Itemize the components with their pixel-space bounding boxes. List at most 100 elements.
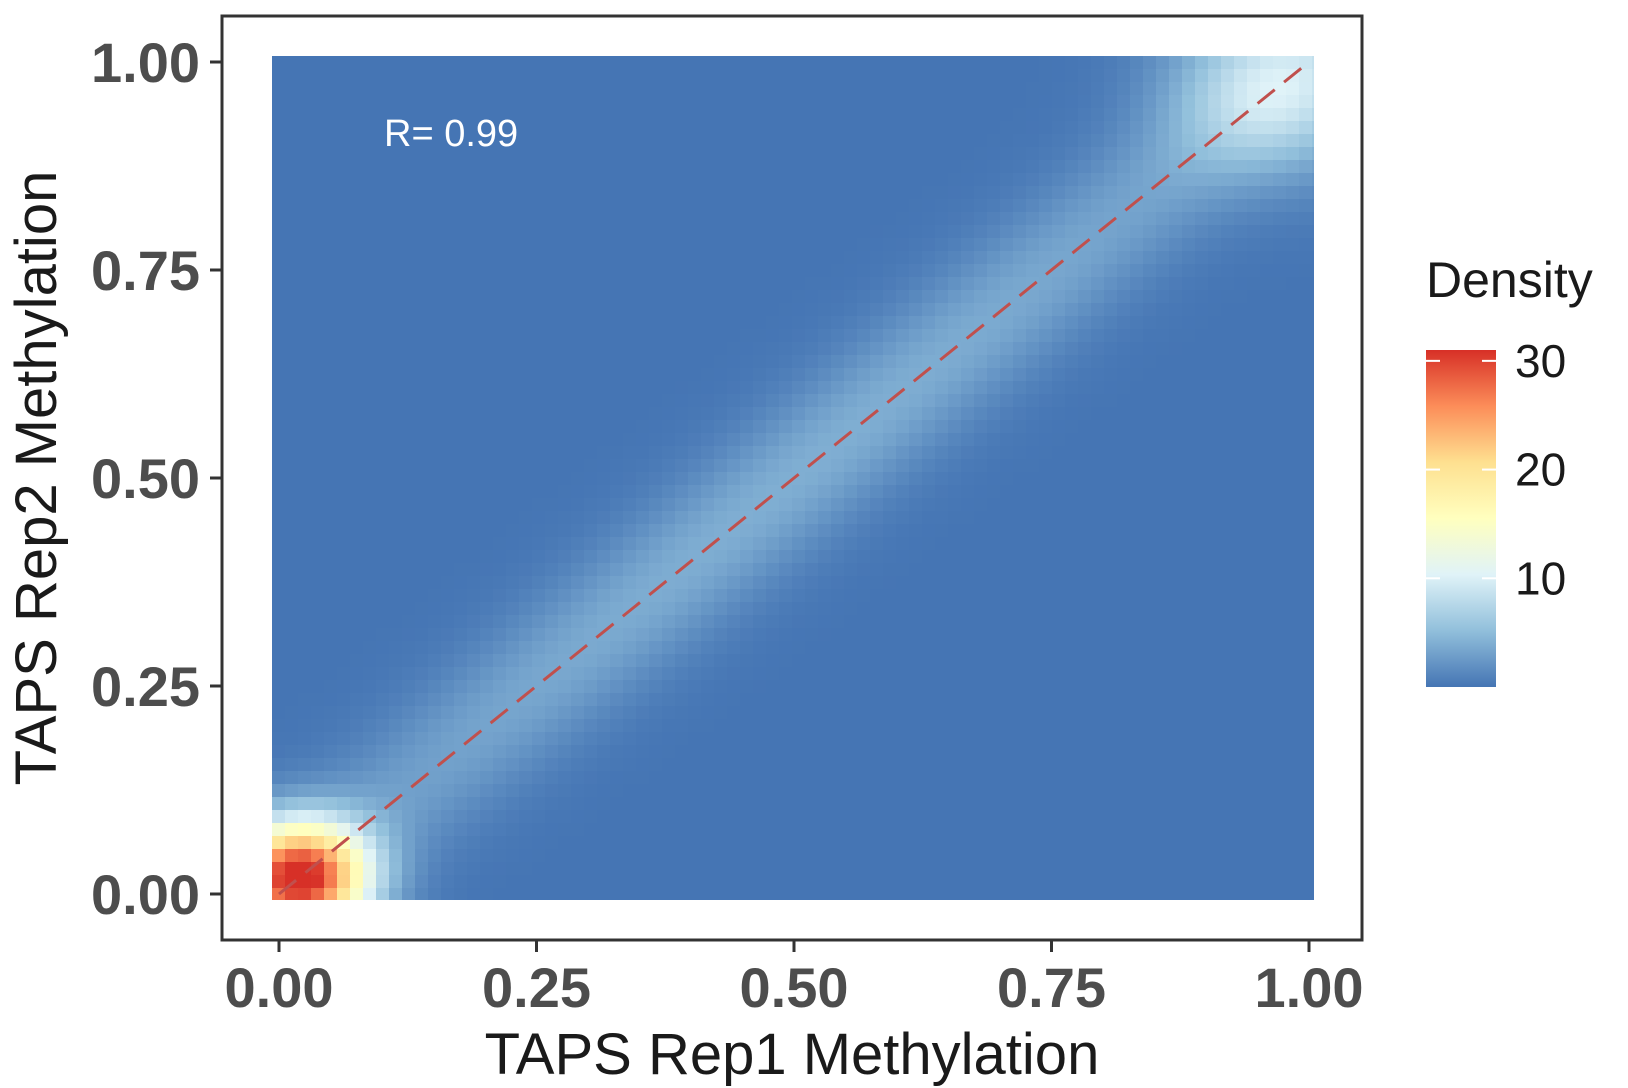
density-cell <box>1260 667 1274 681</box>
density-cell <box>688 680 702 694</box>
density-cell <box>519 563 533 577</box>
density-cell <box>974 849 988 863</box>
density-cell <box>922 836 936 850</box>
density-cell <box>1234 797 1248 811</box>
density-cell <box>337 303 351 317</box>
density-cell <box>1104 719 1118 733</box>
density-cell <box>558 771 572 785</box>
density-cell <box>1195 368 1209 382</box>
density-cell <box>714 706 728 720</box>
density-cell <box>974 433 988 447</box>
density-cell <box>1078 615 1092 629</box>
density-cell <box>662 147 676 161</box>
density-cell <box>740 134 754 148</box>
density-cell <box>1195 771 1209 785</box>
density-cell <box>1130 784 1144 798</box>
density-cell <box>480 355 494 369</box>
density-cell <box>298 511 312 525</box>
density-cell <box>831 199 845 213</box>
density-cell <box>662 199 676 213</box>
density-cell <box>1013 680 1027 694</box>
density-cell <box>857 342 871 356</box>
density-cell <box>701 186 715 200</box>
density-cell <box>350 745 364 759</box>
density-cell <box>1013 56 1027 70</box>
density-cell <box>1052 420 1066 434</box>
density-cell <box>974 537 988 551</box>
density-cell <box>1039 56 1053 70</box>
density-cell <box>324 498 338 512</box>
density-cell <box>675 810 689 824</box>
density-cell <box>883 316 897 330</box>
density-cell <box>1065 264 1079 278</box>
density-cell <box>1312 368 1314 382</box>
density-cell <box>675 69 689 83</box>
density-cell <box>753 95 767 109</box>
density-cell <box>623 160 637 174</box>
density-cell <box>558 485 572 499</box>
density-cell <box>701 758 715 772</box>
density-cell <box>571 836 585 850</box>
density-cell <box>311 173 325 187</box>
density-cell <box>1065 368 1079 382</box>
density-cell <box>415 550 429 564</box>
density-cell <box>376 511 390 525</box>
density-cell <box>649 719 663 733</box>
density-cell <box>337 667 351 681</box>
density-cell <box>480 836 494 850</box>
density-cell <box>454 160 468 174</box>
density-cell <box>519 706 533 720</box>
density-cell <box>714 576 728 590</box>
density-cell <box>987 784 1001 798</box>
density-cell <box>1130 615 1144 629</box>
density-cell <box>1078 329 1092 343</box>
density-cell <box>818 147 832 161</box>
density-cell <box>324 628 338 642</box>
density-cell <box>1169 706 1183 720</box>
density-cell <box>610 394 624 408</box>
density-cell <box>896 251 910 265</box>
density-cell <box>584 602 598 616</box>
density-cell <box>714 134 728 148</box>
density-cell <box>675 680 689 694</box>
density-cell <box>285 264 299 278</box>
density-cell <box>948 719 962 733</box>
density-cell <box>649 316 663 330</box>
density-cell <box>311 589 325 603</box>
density-cell <box>363 654 377 668</box>
density-cell <box>740 797 754 811</box>
density-cell <box>1221 823 1235 837</box>
density-cell <box>1221 524 1235 538</box>
density-cell <box>506 823 520 837</box>
density-cell <box>1013 641 1027 655</box>
density-cell <box>1065 498 1079 512</box>
density-cell <box>545 95 559 109</box>
density-cell <box>428 134 442 148</box>
density-cell <box>558 446 572 460</box>
density-cell <box>1286 186 1300 200</box>
density-cell <box>584 394 598 408</box>
density-cell <box>1273 498 1287 512</box>
density-cell <box>623 810 637 824</box>
density-cell <box>1117 251 1131 265</box>
density-cell <box>779 355 793 369</box>
density-cell <box>272 108 286 122</box>
density-cell <box>376 433 390 447</box>
density-cell <box>987 173 1001 187</box>
density-cell <box>1260 836 1274 850</box>
density-cell <box>506 602 520 616</box>
density-cell <box>1208 264 1222 278</box>
density-cell <box>1078 225 1092 239</box>
density-cell <box>974 69 988 83</box>
density-cell <box>987 628 1001 642</box>
density-cell <box>1104 290 1118 304</box>
density-cell <box>1221 797 1235 811</box>
density-cell <box>285 95 299 109</box>
density-cell <box>389 628 403 642</box>
density-cell <box>740 147 754 161</box>
density-cell <box>1104 251 1118 265</box>
density-cell <box>1052 329 1066 343</box>
density-cell <box>844 784 858 798</box>
density-cell <box>363 771 377 785</box>
density-cell <box>779 810 793 824</box>
